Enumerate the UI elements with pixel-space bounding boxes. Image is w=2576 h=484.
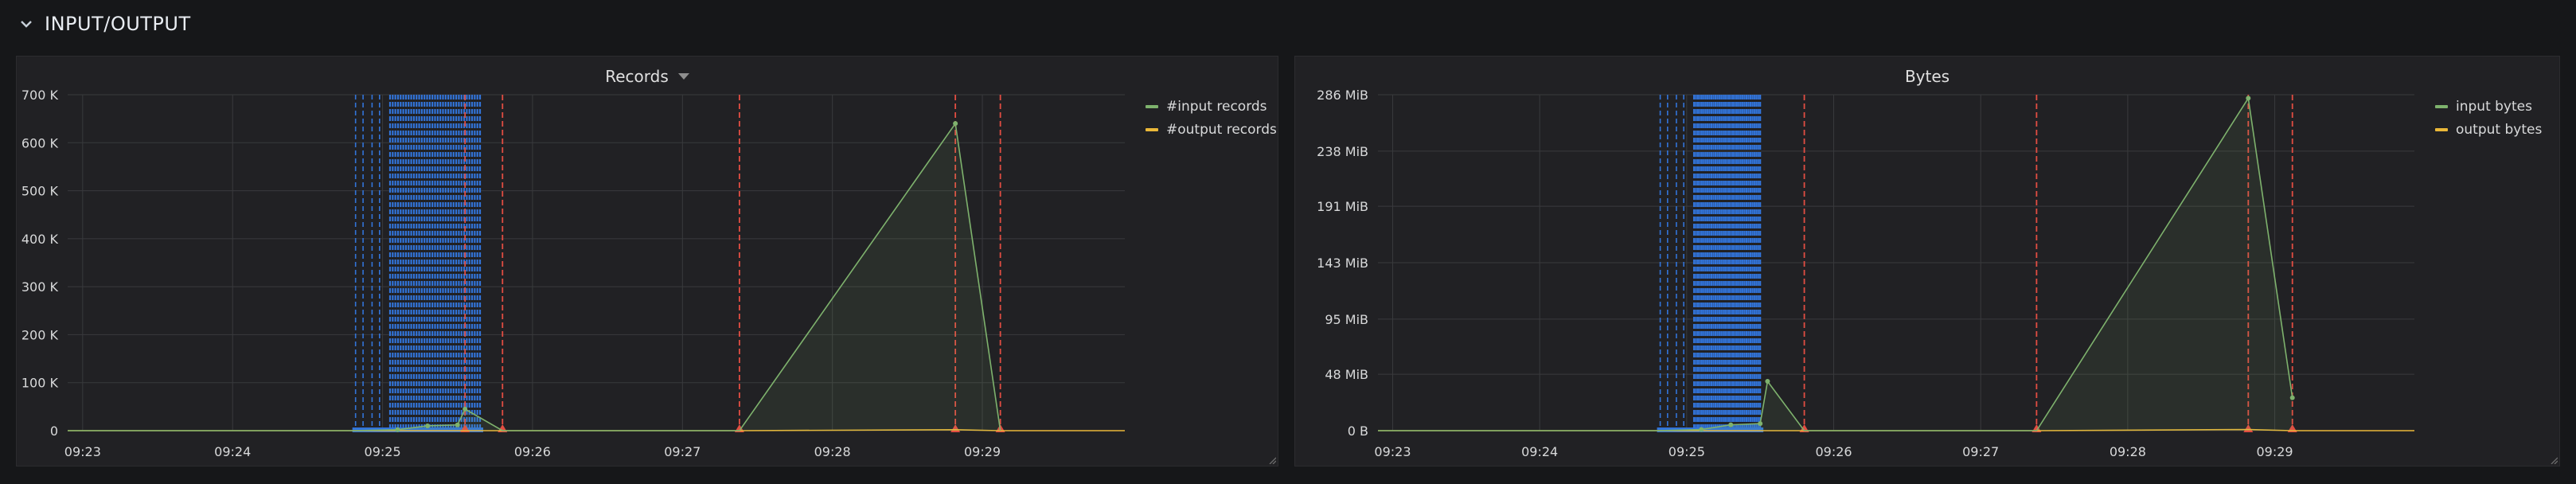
y-tick-label: 100 K bbox=[21, 376, 59, 391]
legend-swatch bbox=[1146, 104, 1158, 108]
x-tick-label: 09:24 bbox=[214, 444, 251, 459]
y-tick-label: 200 K bbox=[21, 327, 59, 342]
y-tick-label: 191 MiB bbox=[1317, 199, 1368, 214]
legend-label: input bytes bbox=[2456, 98, 2532, 115]
legend-swatch bbox=[2435, 127, 2448, 131]
panel-title-text: Records bbox=[605, 67, 669, 86]
x-tick-label: 09:25 bbox=[365, 444, 401, 459]
y-tick-label: 400 K bbox=[21, 232, 59, 247]
data-point bbox=[953, 121, 958, 127]
y-tick-label: 238 MiB bbox=[1317, 144, 1368, 159]
y-tick-label: 700 K bbox=[21, 88, 59, 103]
bytes-legend: input bytes output bytes bbox=[2435, 95, 2542, 141]
panel-title[interactable]: Records bbox=[17, 63, 1278, 90]
data-point bbox=[455, 422, 460, 427]
records-legend: #input records #output records bbox=[1146, 95, 1277, 141]
y-tick-label: 48 MiB bbox=[1325, 367, 1368, 382]
y-tick-label: 500 K bbox=[21, 184, 59, 199]
y-tick-label: 95 MiB bbox=[1325, 312, 1368, 327]
resize-handle-icon[interactable] bbox=[2550, 456, 2558, 464]
records-graph[interactable]: 0 100 K 200 K 300 K 400 K 500 K 600 K 700 K 09:2… bbox=[17, 57, 1147, 467]
x-tick-label: 09:26 bbox=[514, 444, 551, 459]
legend-item-output-bytes[interactable]: output bytes bbox=[2435, 118, 2542, 141]
y-tick-label: 300 K bbox=[21, 279, 59, 295]
x-tick-label: 09:28 bbox=[814, 444, 851, 459]
legend-item-input-records[interactable]: #input records bbox=[1146, 95, 1277, 118]
legend-item-input-bytes[interactable]: input bytes bbox=[2435, 95, 2542, 118]
y-tick-label: 143 MiB bbox=[1317, 256, 1368, 271]
x-tick-label: 09:29 bbox=[2256, 444, 2293, 459]
bytes-panel[interactable]: Bytes 0 B 48 MiB 95 MiB 143 MiB 191 MiB 238 M… bbox=[1294, 56, 2560, 466]
data-point bbox=[395, 427, 400, 432]
y-tick-label: 0 B bbox=[1348, 424, 1368, 439]
annotation-marker-blue bbox=[352, 427, 484, 432]
annotation-marker-red bbox=[2243, 424, 2254, 432]
row-header[interactable]: INPUT/OUTPUT bbox=[19, 8, 191, 40]
data-point bbox=[425, 423, 431, 428]
data-point bbox=[463, 406, 468, 412]
panel-title-text: Bytes bbox=[1904, 67, 1950, 86]
panel-title[interactable]: Bytes bbox=[1295, 63, 2559, 90]
y-tick-label: 286 MiB bbox=[1317, 88, 1368, 103]
data-point bbox=[1699, 427, 1704, 432]
row-title: INPUT/OUTPUT bbox=[45, 13, 191, 35]
series-area-input bbox=[1378, 98, 2293, 431]
x-tick-label: 09:23 bbox=[64, 444, 101, 459]
series-line-input bbox=[68, 122, 1001, 431]
data-point bbox=[1728, 422, 1734, 427]
x-tick-label: 09:26 bbox=[1815, 444, 1852, 459]
y-tick-label: 0 bbox=[50, 424, 58, 439]
data-point bbox=[2289, 395, 2295, 400]
x-tick-label: 09:27 bbox=[664, 444, 701, 459]
x-tick-label: 09:28 bbox=[2110, 444, 2146, 459]
series-line-input bbox=[1378, 96, 2293, 431]
legend-label: output bytes bbox=[2456, 121, 2543, 138]
x-tick-label: 09:24 bbox=[1521, 444, 1558, 459]
chevron-down-icon[interactable] bbox=[19, 17, 33, 31]
legend-label: #input records bbox=[1166, 98, 1267, 115]
legend-swatch bbox=[2435, 104, 2448, 108]
legend-label: #output records bbox=[1166, 121, 1277, 138]
series-area-input bbox=[68, 123, 1001, 431]
y-tick-label: 600 K bbox=[21, 135, 59, 150]
panel-menu-caret-icon[interactable] bbox=[677, 73, 689, 80]
data-point bbox=[2246, 96, 2251, 101]
legend-item-output-records[interactable]: #output records bbox=[1146, 118, 1277, 141]
bytes-graph[interactable]: 0 B 48 MiB 95 MiB 143 MiB 191 MiB 238 MiB 286 … bbox=[1295, 57, 2426, 467]
x-tick-label: 09:27 bbox=[1962, 444, 1999, 459]
x-tick-label: 09:25 bbox=[1669, 444, 1705, 459]
resize-handle-icon[interactable] bbox=[1268, 456, 1276, 464]
data-point bbox=[1765, 379, 1770, 384]
legend-swatch bbox=[1146, 127, 1158, 131]
annotation-marker-blue bbox=[1657, 427, 1764, 432]
records-panel[interactable]: Records 0 100 K 200 K 300 K 400 K 500 K 600 K 7… bbox=[16, 56, 1278, 466]
x-tick-label: 09:23 bbox=[1374, 444, 1411, 459]
x-tick-label: 09:29 bbox=[964, 444, 1001, 459]
data-point bbox=[1758, 421, 1763, 427]
